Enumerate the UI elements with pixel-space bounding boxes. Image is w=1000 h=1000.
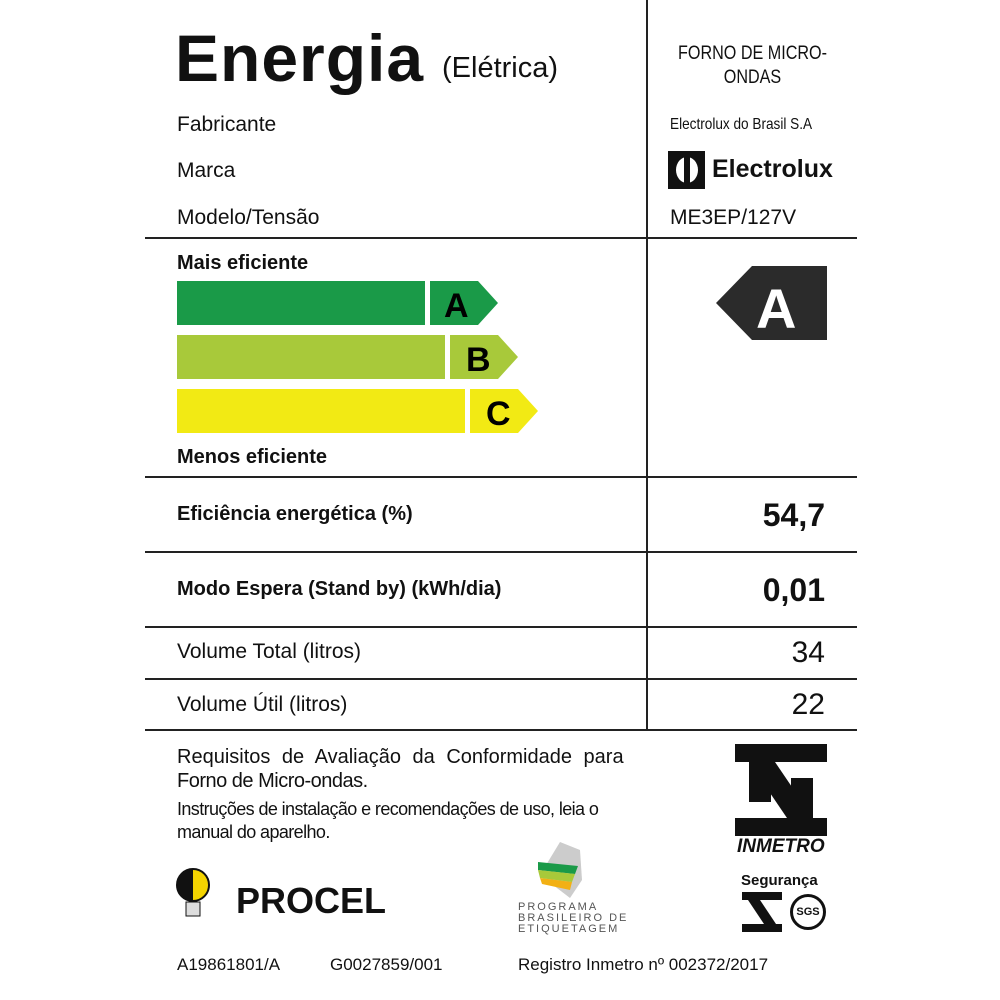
pbe-line: PROGRAMA bbox=[518, 901, 599, 913]
rating-arrow: A bbox=[716, 266, 827, 340]
field-label: Marca bbox=[177, 159, 236, 182]
code-text: G0027859/001 bbox=[330, 955, 443, 974]
code-text: A19861801/A bbox=[177, 955, 281, 974]
label-title: Energia bbox=[175, 21, 425, 95]
inmetro-logo-icon bbox=[735, 744, 827, 836]
label-subtitle: (Elétrica) bbox=[442, 52, 559, 84]
divider bbox=[145, 551, 857, 553]
brand-value: Electrolux bbox=[712, 155, 833, 183]
procel-bulb-icon bbox=[176, 868, 210, 917]
spec-label: Volume Total (litros) bbox=[177, 640, 362, 663]
field-label: Modelo/Tensão bbox=[177, 206, 320, 229]
divider bbox=[145, 729, 857, 731]
class-letter: B bbox=[466, 341, 491, 379]
divider bbox=[145, 476, 857, 478]
class-bar-b bbox=[177, 335, 445, 379]
pbe-text: PROGRAMA BRASILEIRO DE ETIQUETAGEM bbox=[518, 902, 638, 935]
column-divider bbox=[646, 0, 648, 730]
class-letter: C bbox=[486, 395, 511, 433]
manufacturer-value: Electrolux do Brasil S.A bbox=[670, 116, 813, 133]
registro-text: Registro Inmetro nº 002372/2017 bbox=[518, 955, 769, 974]
most-efficient-label: Mais eficiente bbox=[177, 252, 309, 274]
product-type: FORNO DE MICRO-ONDAS bbox=[678, 43, 827, 88]
least-efficient-label: Menos eficiente bbox=[177, 446, 328, 468]
model-value: ME3EP/127V bbox=[670, 206, 797, 229]
spec-value: 54,7 bbox=[762, 497, 825, 533]
rating-letter: A bbox=[756, 277, 796, 340]
divider bbox=[145, 678, 857, 680]
instructions-text: Instruções de instalação e recomendações… bbox=[177, 799, 599, 819]
pbe-logo-icon bbox=[538, 842, 582, 898]
class-bar-c bbox=[177, 389, 465, 433]
class-arrow-c: C bbox=[470, 389, 538, 433]
pbe-line: BRASILEIRO DE bbox=[518, 912, 629, 924]
electrolux-logo-icon bbox=[668, 151, 705, 189]
pbe-line: ETIQUETAGEM bbox=[518, 923, 620, 935]
spec-value: 34 bbox=[791, 636, 825, 669]
inmetro-label: INMETRO bbox=[737, 836, 825, 857]
inmetro-small-icon bbox=[742, 892, 782, 932]
seguranca-label: Segurança bbox=[741, 872, 818, 889]
class-bar-a bbox=[177, 281, 425, 325]
field-label: Fabricante bbox=[177, 113, 277, 136]
procel-logo: PROCEL bbox=[236, 880, 387, 921]
requirements-text: Requisitos de Avaliação da Conformidade … bbox=[177, 746, 624, 768]
spec-label: Modo Espera (Stand by) (kWh/dia) bbox=[177, 578, 502, 600]
sgs-logo: SGS bbox=[790, 894, 826, 930]
spec-value: 22 bbox=[791, 688, 825, 721]
instructions-text: manual do aparelho. bbox=[177, 822, 330, 842]
spec-value: 0,01 bbox=[762, 572, 825, 608]
divider bbox=[145, 237, 857, 239]
class-arrow-b: B bbox=[450, 335, 518, 379]
divider bbox=[145, 626, 857, 628]
spec-label: Volume Útil (litros) bbox=[177, 693, 348, 716]
class-letter: A bbox=[444, 287, 469, 325]
class-arrow-a: A bbox=[430, 281, 498, 325]
spec-label: Eficiência energética (%) bbox=[177, 503, 413, 525]
requirements-text: Forno de Micro-ondas. bbox=[177, 770, 368, 792]
